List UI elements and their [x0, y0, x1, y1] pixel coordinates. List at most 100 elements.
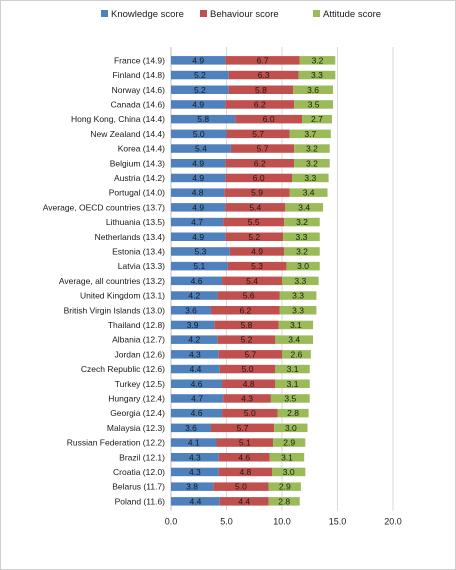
data-label: 2.8 [287, 408, 299, 418]
category-label: Malaysia (12.3) [107, 423, 165, 433]
bar-segment [171, 114, 236, 124]
bar-segment [171, 217, 224, 227]
data-label: 3.3 [311, 70, 323, 80]
data-label: 5.2 [248, 232, 260, 242]
data-label: 3.0 [283, 467, 295, 477]
bar-segment [268, 482, 301, 491]
data-label: 5.7 [244, 349, 256, 359]
bar-segment [228, 70, 299, 80]
category-label: France (14.9) [114, 55, 165, 65]
bar-segment [171, 276, 223, 286]
bar-segment [171, 159, 226, 168]
data-label: 5.2 [194, 85, 206, 95]
bar-segment [171, 497, 220, 506]
data-label: 5.5 [248, 217, 260, 227]
data-label: 4.3 [241, 393, 253, 403]
bar-segment [294, 100, 334, 109]
category-label: Lithuania (13.5) [106, 217, 165, 227]
legend-label: Knowledge score [111, 9, 184, 20]
data-label: 3.1 [287, 364, 299, 374]
bar-segment [210, 306, 280, 315]
category-label: Austria (14.2) [114, 173, 165, 183]
data-label: 4.7 [191, 393, 203, 403]
bar-segment [171, 144, 231, 153]
bar-segment [225, 203, 286, 212]
data-label: 5.2 [194, 70, 206, 80]
data-label: 2.8 [278, 496, 290, 506]
data-label: 3.3 [292, 291, 304, 301]
bar-segment [213, 482, 269, 491]
category-label: Hong Kong, China (14.4) [71, 114, 165, 124]
category-label: Russian Federation (12.2) [67, 438, 165, 448]
bar-segment [171, 453, 219, 462]
data-label: 5.8 [255, 85, 267, 95]
data-label: 3.0 [285, 423, 297, 433]
data-label: 6.2 [239, 305, 251, 315]
data-label: 5.4 [249, 202, 261, 212]
bar-segment [171, 379, 223, 388]
bar-segment [222, 379, 276, 388]
category-label: British Virgin Islands (13.0) [64, 305, 166, 315]
category-label: New Zealand (14.4) [90, 129, 165, 139]
bar-segment [171, 408, 223, 418]
data-label: 3.3 [296, 232, 308, 242]
data-label: 3.4 [288, 335, 300, 345]
bar-segment [299, 56, 336, 65]
bar-segment [223, 217, 285, 227]
bar-segment [229, 247, 285, 256]
data-label: 5.4 [195, 144, 207, 154]
data-label: 6.0 [253, 173, 265, 183]
bar-segment [278, 320, 314, 330]
category-label: Norway (14.6) [112, 85, 166, 95]
data-label: 4.6 [191, 379, 203, 389]
bar-segment [216, 438, 274, 447]
bar-segment [235, 114, 302, 124]
category-label: Average, OECD countries (13.7) [43, 202, 165, 212]
bar-segment [171, 291, 218, 300]
bar-segment [171, 85, 229, 94]
data-label: 3.3 [304, 173, 316, 183]
bar-segment [171, 335, 218, 344]
bar-segment [171, 70, 229, 80]
category-label: Hungary (12.4) [108, 393, 165, 403]
category-label: Finland (14.8) [113, 70, 166, 80]
category-label: Czech Republic (12.6) [81, 364, 165, 374]
data-label: 4.2 [188, 291, 200, 301]
bar-segment [282, 350, 311, 359]
data-label: 4.9 [251, 246, 263, 256]
bar-segment [269, 453, 305, 462]
data-label: 3.2 [306, 158, 318, 168]
data-label: 3.5 [284, 393, 296, 403]
data-label: 5.0 [193, 129, 205, 139]
x-tick-label: 0.0 [165, 517, 178, 527]
bar-segment [218, 453, 270, 462]
data-label: 6.2 [254, 99, 266, 109]
bar-segment [171, 56, 226, 65]
data-label: 4.6 [191, 408, 203, 418]
data-label: 4.4 [238, 496, 250, 506]
category-label: Netherlands (13.4) [95, 232, 166, 242]
data-label: 3.1 [287, 379, 299, 389]
data-label: 3.6 [307, 85, 319, 95]
category-label: United Kingdom (13.1) [80, 291, 165, 301]
bar-segment [171, 482, 214, 491]
bar-segment [171, 364, 220, 374]
bar-segment [226, 129, 290, 139]
bar-segment [171, 100, 226, 109]
data-label: 4.6 [238, 452, 250, 462]
x-tick-label: 5.0 [220, 517, 233, 527]
data-label: 3.2 [306, 144, 318, 154]
data-label: 6.3 [258, 70, 270, 80]
bar-segment [275, 335, 314, 344]
legend-swatch [200, 10, 207, 17]
data-label: 4.9 [192, 99, 204, 109]
data-label: 5.4 [246, 276, 258, 286]
data-label: 5.2 [241, 335, 253, 345]
data-label: 5.0 [235, 482, 247, 492]
bar-segment [294, 144, 330, 153]
data-label: 4.9 [192, 232, 204, 242]
bar-segment [171, 247, 230, 256]
category-label: Korea (14.4) [118, 144, 165, 154]
